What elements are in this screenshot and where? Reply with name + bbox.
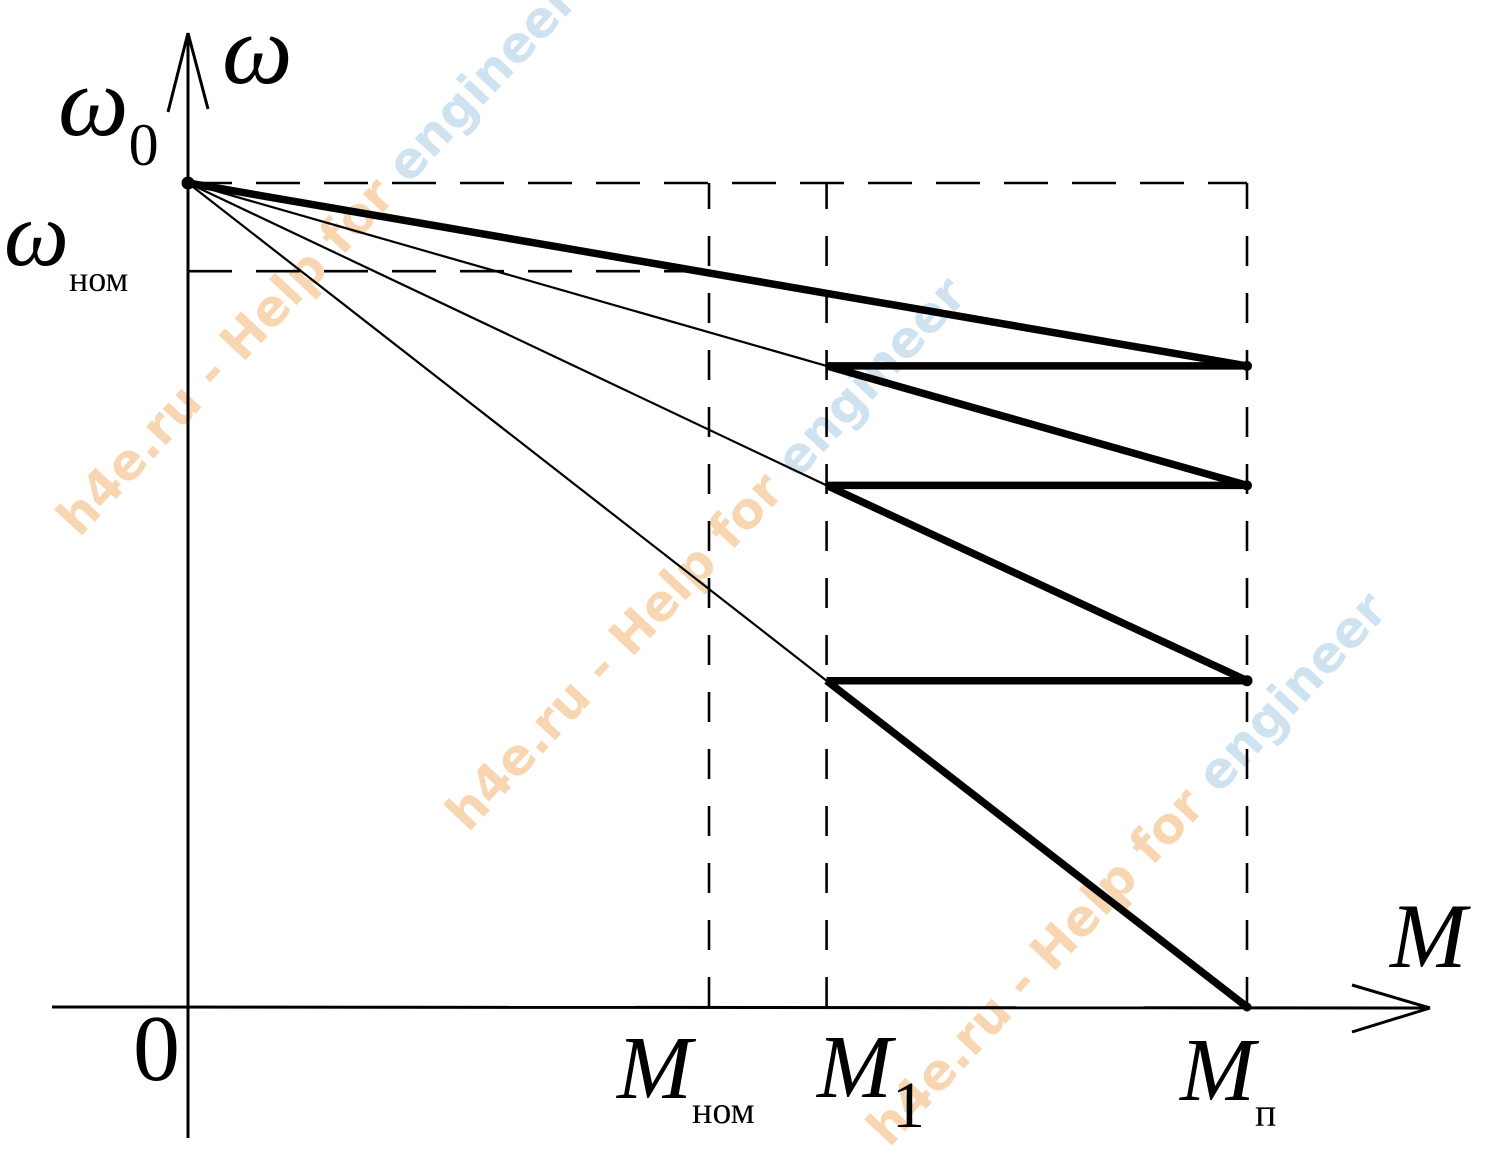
stage-3-characteristic-traversed — [825, 362, 1249, 490]
m-start-main: M — [1180, 1021, 1255, 1120]
stage-2-characteristic-traversed — [824, 482, 1249, 685]
junction-stage-3 — [1242, 480, 1252, 491]
junction-stage-2 — [1241, 675, 1253, 687]
omega0-main: ω — [58, 46, 129, 157]
omega-nom-subscript: ном — [68, 259, 129, 299]
stage-3-characteristic-thin — [187, 181, 827, 367]
omega-nom-main: ω — [4, 183, 69, 285]
y-axis-arrowhead-right-wing — [186, 32, 210, 110]
x-axis — [51, 1005, 1431, 1010]
x-tick-label-m1: M1 — [817, 1023, 925, 1139]
origin-label: 0 — [133, 997, 180, 1101]
m1-subscript: 1 — [891, 1069, 925, 1142]
m-nom-subscript: ном — [691, 1090, 755, 1132]
y-tick-label-omega0: ω0 — [58, 52, 159, 178]
m1-main: M — [817, 1018, 892, 1117]
stage-1-characteristic-traversed — [824, 677, 1250, 1010]
x-tick-label-m-start: Mп — [1180, 1026, 1276, 1133]
m-start-subscript: п — [1254, 1090, 1277, 1135]
y-tick-label-omega-nom: ωном — [4, 188, 128, 297]
x-tick-label-m-nom: Mном — [617, 1024, 755, 1132]
no-load-point — [181, 176, 195, 190]
start-point — [1242, 1002, 1252, 1012]
omega0-subscript: 0 — [128, 112, 159, 178]
y-axis-label: ω — [222, 0, 293, 105]
natural-characteristic — [187, 179, 1248, 370]
x-axis-arrowhead-lower-wing — [1351, 1006, 1431, 1034]
x-axis-arrowhead-upper-wing — [1351, 983, 1431, 1010]
stage-1-characteristic-thin — [187, 182, 828, 682]
junction-natural — [1242, 360, 1252, 371]
y-axis-arrowhead-left-wing — [166, 32, 190, 113]
m-nom-main: M — [617, 1019, 692, 1118]
stage-2-characteristic-thin — [187, 182, 828, 487]
x-axis-label: M — [1390, 885, 1467, 987]
